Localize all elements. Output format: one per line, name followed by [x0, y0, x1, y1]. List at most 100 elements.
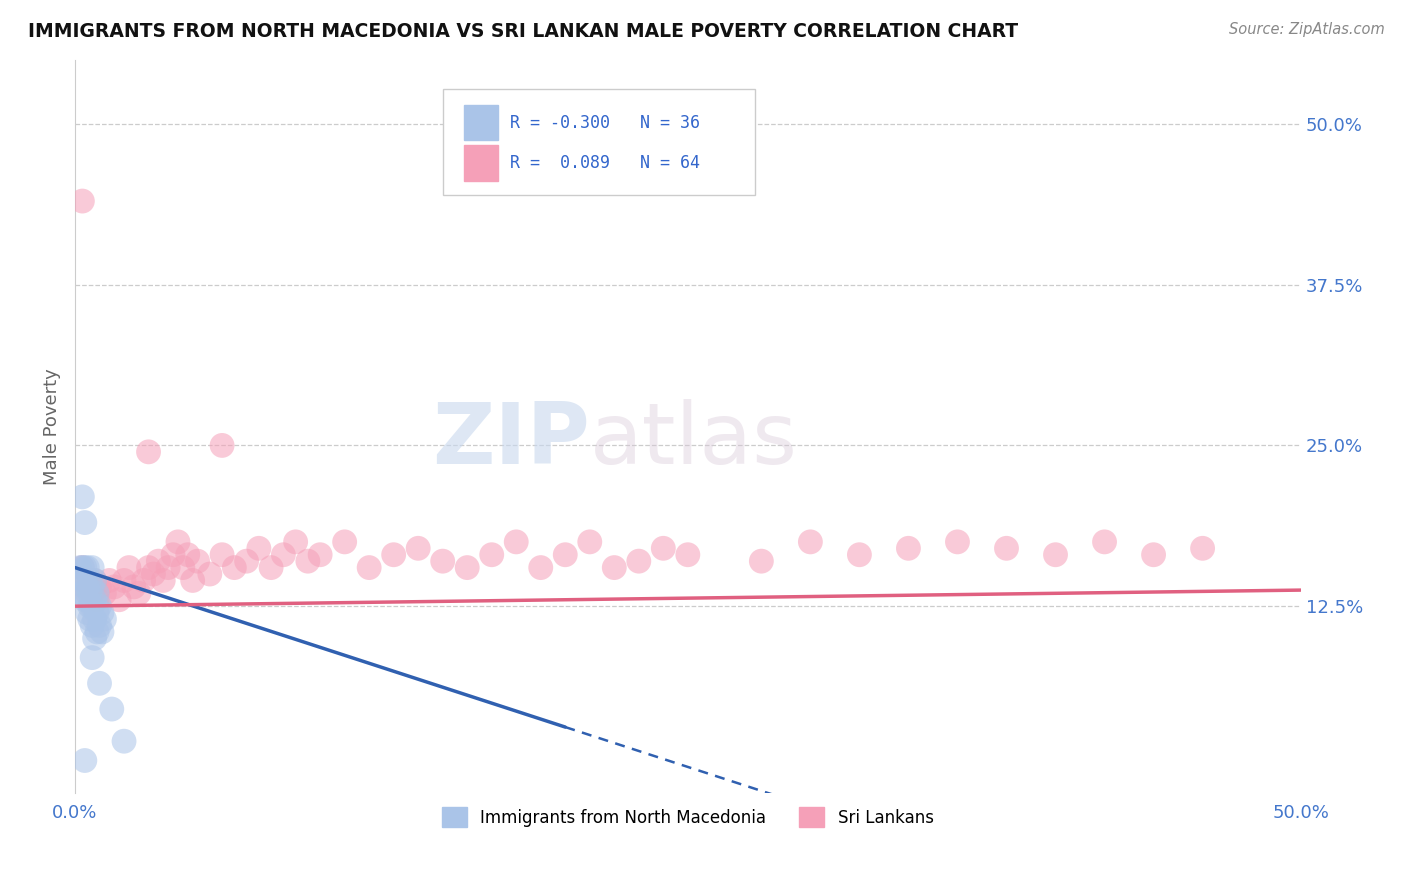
Point	[181, 574, 204, 588]
Point	[848, 548, 870, 562]
Point	[505, 534, 527, 549]
Point	[1094, 534, 1116, 549]
Point	[162, 548, 184, 562]
Point	[224, 560, 246, 574]
Point	[1045, 548, 1067, 562]
Point	[432, 554, 454, 568]
Point	[554, 548, 576, 562]
Point	[98, 574, 121, 588]
Point	[73, 592, 96, 607]
Point	[91, 606, 114, 620]
Point	[112, 734, 135, 748]
Point	[118, 560, 141, 574]
Point	[152, 574, 174, 588]
Point	[93, 612, 115, 626]
Point	[83, 574, 105, 588]
Point	[1142, 548, 1164, 562]
Point	[578, 534, 600, 549]
Point	[83, 592, 105, 607]
Text: atlas: atlas	[589, 400, 797, 483]
Point	[76, 586, 98, 600]
Point	[108, 592, 131, 607]
Point	[897, 541, 920, 556]
Point	[297, 554, 319, 568]
Point	[73, 560, 96, 574]
Point	[273, 548, 295, 562]
Point	[603, 560, 626, 574]
Point	[198, 567, 221, 582]
Point	[72, 560, 94, 574]
Text: R = -0.300   N = 36: R = -0.300 N = 36	[510, 113, 700, 132]
Point	[76, 560, 98, 574]
Point	[82, 560, 104, 574]
Point	[72, 586, 94, 600]
Point	[86, 592, 108, 607]
Point	[79, 574, 101, 588]
Point	[211, 548, 233, 562]
Point	[138, 445, 160, 459]
Point	[76, 580, 98, 594]
Point	[89, 580, 111, 594]
Text: R =  0.089   N = 64: R = 0.089 N = 64	[510, 154, 700, 172]
Point	[148, 554, 170, 568]
Point	[406, 541, 429, 556]
Point	[172, 560, 194, 574]
Point	[627, 554, 650, 568]
Bar	[464, 105, 498, 140]
Point	[138, 560, 160, 574]
Point	[359, 560, 381, 574]
Point	[235, 554, 257, 568]
Point	[89, 599, 111, 614]
Point	[73, 574, 96, 588]
Point	[382, 548, 405, 562]
Point	[76, 592, 98, 607]
Y-axis label: Male Poverty: Male Poverty	[44, 368, 60, 484]
Point	[82, 586, 104, 600]
Point	[284, 534, 307, 549]
Point	[82, 650, 104, 665]
Point	[72, 560, 94, 574]
Text: IMMIGRANTS FROM NORTH MACEDONIA VS SRI LANKAN MALE POVERTY CORRELATION CHART: IMMIGRANTS FROM NORTH MACEDONIA VS SRI L…	[28, 22, 1018, 41]
Point	[73, 516, 96, 530]
Point	[157, 560, 180, 574]
Point	[86, 586, 108, 600]
Point	[530, 560, 553, 574]
Point	[73, 754, 96, 768]
Bar	[464, 145, 498, 180]
Point	[89, 676, 111, 690]
Point	[83, 574, 105, 588]
Text: ZIP: ZIP	[432, 400, 589, 483]
Point	[751, 554, 773, 568]
Point	[86, 624, 108, 639]
Point	[79, 599, 101, 614]
Point	[82, 580, 104, 594]
Point	[799, 534, 821, 549]
Point	[333, 534, 356, 549]
Point	[187, 554, 209, 568]
Point	[79, 574, 101, 588]
Point	[76, 606, 98, 620]
Point	[82, 618, 104, 632]
Point	[89, 618, 111, 632]
Point	[177, 548, 200, 562]
Point	[72, 490, 94, 504]
Point	[995, 541, 1018, 556]
Point	[481, 548, 503, 562]
Text: Source: ZipAtlas.com: Source: ZipAtlas.com	[1229, 22, 1385, 37]
Point	[86, 606, 108, 620]
Point	[167, 534, 190, 549]
Point	[73, 580, 96, 594]
Point	[82, 599, 104, 614]
Point	[122, 580, 145, 594]
Point	[72, 574, 94, 588]
Point	[91, 624, 114, 639]
Point	[211, 438, 233, 452]
Point	[101, 702, 124, 716]
Point	[1191, 541, 1213, 556]
Point	[73, 574, 96, 588]
Point	[128, 586, 150, 600]
Point	[103, 580, 125, 594]
Point	[142, 567, 165, 582]
Point	[260, 560, 283, 574]
Point	[112, 574, 135, 588]
